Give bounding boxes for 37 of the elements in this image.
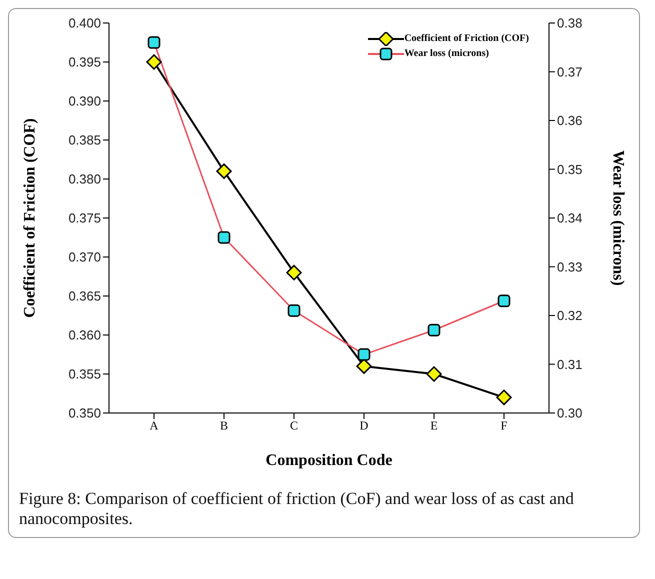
y-axis-title: Coefficient of Friction (COF) xyxy=(22,118,39,318)
y2-tick-label: 0.37 xyxy=(557,64,582,80)
x-tick-label: E xyxy=(430,418,438,433)
legend-label: Coefficient of Friction (COF) xyxy=(404,32,529,46)
point xyxy=(496,390,512,406)
legend-label: Wear loss (microns) xyxy=(404,47,489,61)
y2-tick-label: 0.38 xyxy=(557,16,582,31)
x-axis-title: Composition Code xyxy=(266,452,392,469)
point xyxy=(286,264,302,280)
y-tick-label: 0.400 xyxy=(68,16,101,31)
point xyxy=(146,54,162,70)
caption: Figure 8: Comparison of coefficient of friction (CoF) and wear loss of as cast and nanocomposites. xyxy=(19,489,575,529)
point xyxy=(426,366,442,382)
y-tick-label: 0.350 xyxy=(68,406,101,421)
y2-tick-label: 0.32 xyxy=(557,308,582,324)
y2-axis-title: Wear loss (microns) xyxy=(609,150,626,286)
y2-tick-label: 0.30 xyxy=(557,406,582,421)
x-tick-label: C xyxy=(290,418,298,433)
x-tick-label: A xyxy=(150,418,159,433)
y-tick-label: 0.380 xyxy=(68,172,101,187)
point xyxy=(216,163,232,179)
y2-tick-label: 0.35 xyxy=(557,162,582,177)
y-tick-label: 0.375 xyxy=(68,210,101,226)
y-tick-label: 0.360 xyxy=(68,328,101,343)
y2-tick-label: 0.34 xyxy=(557,210,582,226)
x-tick-label: B xyxy=(220,418,228,433)
y-tick-label: 0.365 xyxy=(68,288,101,304)
x-tick-label: F xyxy=(500,418,508,433)
y2-tick-label: 0.33 xyxy=(557,259,582,274)
y-tick-label: 0.395 xyxy=(68,54,101,70)
y2-tick-label: 0.36 xyxy=(557,113,582,128)
x-tick-label: D xyxy=(360,418,369,433)
y-tick-label: 0.355 xyxy=(68,366,101,382)
y-tick-label: 0.390 xyxy=(68,94,101,109)
y2-tick-label: 0.31 xyxy=(557,356,582,372)
y-tick-label: 0.370 xyxy=(68,250,101,265)
y-tick-label: 0.385 xyxy=(68,132,101,148)
